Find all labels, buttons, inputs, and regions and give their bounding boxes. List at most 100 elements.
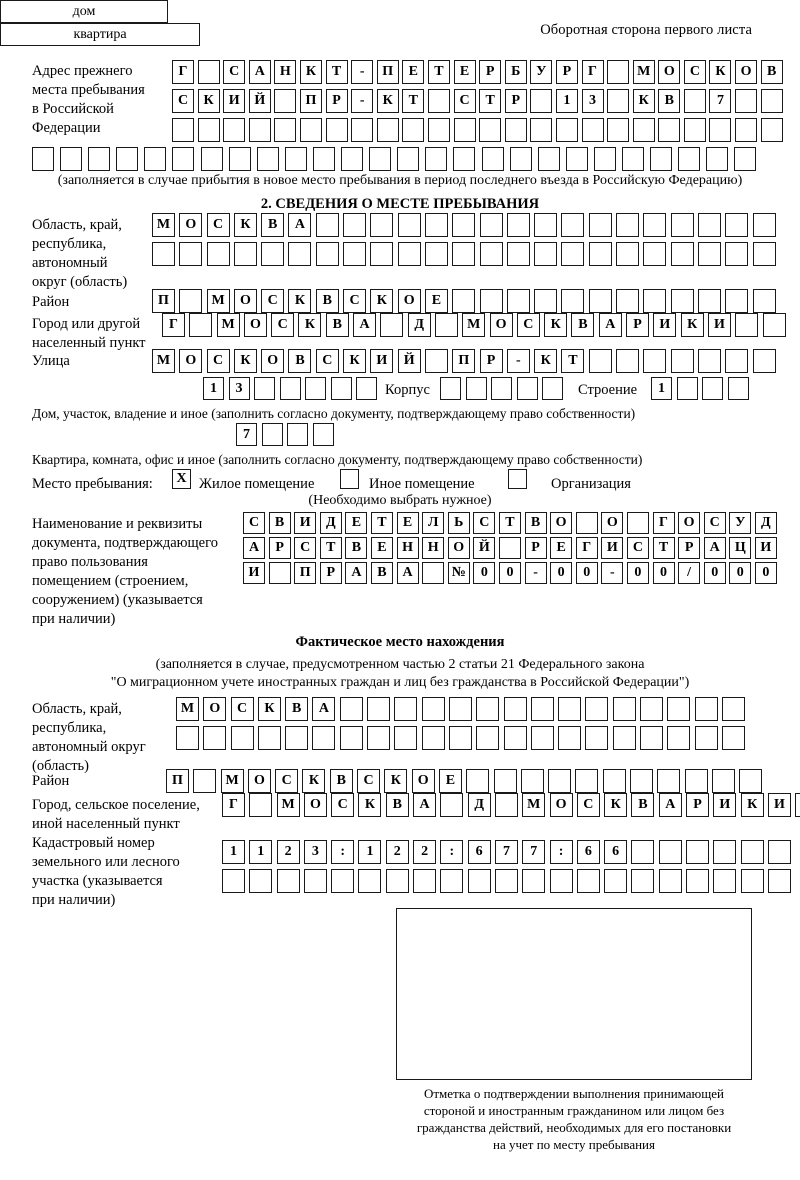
grid-cell[interactable]: А	[248, 60, 271, 84]
grid-cell[interactable]	[503, 726, 527, 750]
grid-cell[interactable]	[465, 377, 487, 400]
grid-cell[interactable]: О	[550, 512, 573, 534]
grid-cell[interactable]: Е	[438, 769, 462, 793]
grid-cell[interactable]	[616, 213, 640, 237]
grid-cell[interactable]: Р	[504, 89, 527, 113]
grid-cell[interactable]	[222, 869, 245, 893]
stamp-box[interactable]	[396, 908, 752, 1080]
grid-cell[interactable]: С	[261, 289, 285, 313]
grid-cell[interactable]: Д	[319, 512, 342, 534]
grid-cell[interactable]	[284, 147, 307, 171]
grid-cell[interactable]: В	[268, 512, 291, 534]
grid-cell[interactable]	[721, 726, 745, 750]
grid-cell[interactable]	[452, 242, 476, 266]
grid-cell[interactable]: О	[203, 697, 227, 721]
grid-cell[interactable]: С	[230, 697, 254, 721]
grid-cell[interactable]: О	[411, 769, 435, 793]
grid-cell[interactable]	[189, 313, 213, 337]
grid-cell[interactable]: С	[343, 289, 367, 313]
grid-cell[interactable]: С	[275, 769, 299, 793]
grid-cell[interactable]: 7	[709, 89, 732, 113]
document-row-3[interactable]: И П Р А В А № 0 0-0 0-0 0/0 0 0	[243, 562, 777, 584]
grid-cell[interactable]	[520, 769, 544, 793]
grid-cell[interactable]: /	[678, 562, 701, 584]
grid-cell[interactable]	[369, 147, 392, 171]
grid-cell[interactable]: 0	[754, 562, 777, 584]
grid-cell[interactable]: -	[351, 60, 374, 84]
grid-cell[interactable]: О	[233, 289, 257, 313]
grid-cell[interactable]	[479, 118, 502, 142]
grid-cell[interactable]: А	[345, 562, 368, 584]
grid-cell[interactable]: Р	[268, 537, 291, 559]
grid-cell[interactable]	[581, 118, 604, 142]
grid-cell[interactable]	[558, 697, 582, 721]
grid-cell[interactable]: К	[257, 697, 281, 721]
grid-cell[interactable]	[752, 289, 776, 313]
grid-cell[interactable]: С	[357, 769, 381, 793]
grid-cell[interactable]	[684, 769, 708, 793]
grid-cell[interactable]: -	[506, 349, 530, 373]
grid-cell[interactable]	[667, 726, 691, 750]
grid-cell[interactable]	[197, 118, 220, 142]
grid-cell[interactable]	[697, 349, 721, 373]
grid-cell[interactable]	[257, 726, 281, 750]
grid-cell[interactable]	[657, 769, 681, 793]
grid-cell[interactable]: Р	[319, 562, 342, 584]
grid-cell[interactable]	[725, 289, 749, 313]
grid-cell[interactable]	[658, 869, 682, 893]
grid-cell[interactable]	[144, 147, 167, 171]
grid-cell[interactable]: С	[315, 349, 339, 373]
grid-cell[interactable]	[479, 213, 503, 237]
grid-cell[interactable]: Е	[345, 512, 368, 534]
grid-cell[interactable]	[530, 697, 554, 721]
grid-cell[interactable]: К	[632, 89, 655, 113]
grid-cell[interactable]	[686, 869, 710, 893]
grid-cell[interactable]: К	[358, 793, 382, 817]
grid-cell[interactable]: Е	[402, 60, 425, 84]
grid-cell[interactable]: Т	[479, 89, 502, 113]
grid-cell[interactable]: В	[325, 313, 349, 337]
grid-cell[interactable]	[248, 118, 271, 142]
grid-cell[interactable]	[537, 147, 560, 171]
grid-cell[interactable]	[760, 89, 783, 113]
grid-cell[interactable]	[254, 377, 275, 400]
grid-cell[interactable]: И	[370, 349, 394, 373]
grid-cell[interactable]: 1	[555, 89, 578, 113]
grid-cell[interactable]: Н	[274, 60, 297, 84]
grid-cell[interactable]	[233, 242, 257, 266]
grid-cell[interactable]: 2	[276, 840, 300, 864]
grid-cell[interactable]: 7	[494, 840, 518, 864]
grid-cell[interactable]	[504, 118, 527, 142]
grid-cell[interactable]: С	[294, 537, 317, 559]
grid-cell[interactable]	[561, 242, 585, 266]
region-row-2[interactable]	[152, 242, 776, 266]
grid-cell[interactable]: К	[544, 313, 568, 337]
grid-cell[interactable]	[228, 147, 251, 171]
grid-cell[interactable]: О	[735, 60, 758, 84]
grid-cell[interactable]	[725, 242, 749, 266]
grid-cell[interactable]: В	[261, 213, 285, 237]
grid-cell[interactable]: Р	[626, 313, 650, 337]
grid-cell[interactable]: Г	[172, 60, 194, 84]
grid-cell[interactable]	[479, 289, 503, 313]
grid-cell[interactable]: Р	[678, 537, 701, 559]
grid-cell[interactable]	[643, 289, 667, 313]
grid-cell[interactable]	[631, 840, 655, 864]
grid-cell[interactable]	[534, 242, 558, 266]
grid-cell[interactable]: Р	[555, 60, 578, 84]
grid-cell[interactable]	[706, 147, 729, 171]
grid-cell[interactable]	[467, 869, 491, 893]
grid-cell[interactable]	[506, 289, 530, 313]
grid-cell[interactable]: С	[206, 213, 230, 237]
grid-cell[interactable]	[795, 793, 800, 817]
grid-cell[interactable]	[312, 423, 334, 446]
grid-cell[interactable]	[670, 242, 694, 266]
grid-cell[interactable]	[697, 289, 721, 313]
grid-cell[interactable]: :	[549, 840, 573, 864]
grid-cell[interactable]: Н	[396, 537, 419, 559]
grid-cell[interactable]: К	[302, 769, 326, 793]
